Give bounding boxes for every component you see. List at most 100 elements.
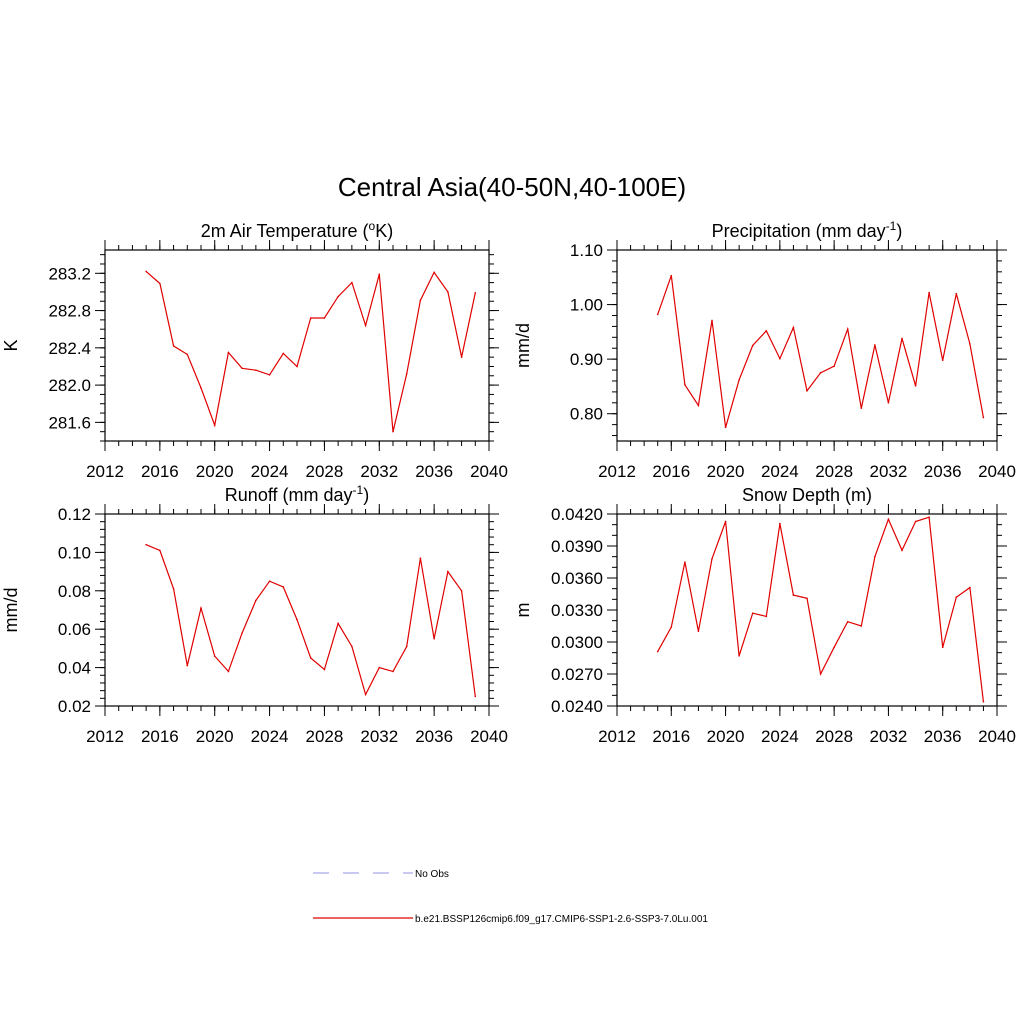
data-point bbox=[928, 291, 930, 294]
data-point bbox=[145, 270, 147, 273]
data-point bbox=[860, 407, 863, 410]
data-point bbox=[833, 646, 835, 649]
x-tick-label: 2016 bbox=[141, 462, 179, 481]
data-point bbox=[779, 357, 781, 360]
x-tick-label: 2012 bbox=[598, 462, 636, 481]
data-point bbox=[833, 365, 835, 368]
data-point bbox=[941, 646, 944, 649]
data-point bbox=[159, 549, 161, 552]
data-point bbox=[282, 352, 285, 355]
data-point bbox=[255, 369, 257, 371]
x-tick-label: 2032 bbox=[870, 727, 908, 746]
x-tick-label: 2016 bbox=[652, 727, 690, 746]
y-axis-label: mm/d bbox=[513, 323, 533, 368]
y-axis-label: K bbox=[1, 339, 21, 351]
data-point bbox=[656, 313, 659, 316]
data-point bbox=[419, 299, 422, 302]
data-point bbox=[670, 274, 673, 277]
legend-label: b.e21.BSSP126cmip6.f09_g17.CMIP6-SSP1-2.… bbox=[415, 914, 708, 925]
y-tick-label: 282.4 bbox=[48, 339, 91, 358]
y-tick-label: 282.0 bbox=[48, 376, 91, 395]
data-point bbox=[282, 586, 285, 588]
x-tick-label: 2024 bbox=[761, 727, 799, 746]
data-point bbox=[200, 387, 202, 389]
data-point bbox=[296, 618, 298, 621]
data-point bbox=[378, 273, 381, 276]
chart-panels: 2012 2016 2020 2024 2028 2032 2036 2040 281.6 282… bbox=[1, 219, 1016, 746]
x-tick-label: 2036 bbox=[924, 727, 962, 746]
y-tick-label: 282.8 bbox=[48, 302, 91, 321]
data-point bbox=[765, 615, 768, 618]
x-tick-label: 2032 bbox=[360, 462, 398, 481]
data-point bbox=[268, 580, 271, 582]
series-line bbox=[657, 275, 984, 428]
data-point bbox=[738, 379, 740, 381]
x-tick-label: 2020 bbox=[196, 727, 234, 746]
axis-ticks bbox=[95, 240, 499, 451]
data-point bbox=[887, 518, 890, 521]
data-point bbox=[806, 597, 808, 600]
x-tick-label: 2012 bbox=[598, 727, 636, 746]
data-point bbox=[928, 516, 930, 518]
y-tick-label: 0.0420 bbox=[551, 505, 603, 524]
data-point bbox=[186, 664, 189, 667]
legend: No Obs b.e21.BSSP126cmip6.f09_g17.CMIP6-S… bbox=[313, 869, 708, 925]
data-point bbox=[941, 359, 944, 362]
x-tick-label: 2016 bbox=[652, 462, 690, 481]
data-point bbox=[392, 670, 394, 673]
chart-panel-4: 2012 2016 2020 2024 2028 2032 2036 2040 0.0240 0.… bbox=[513, 485, 1016, 746]
series-line bbox=[145, 544, 476, 697]
x-tick-label: 2024 bbox=[251, 462, 289, 481]
data-point bbox=[751, 612, 754, 614]
data-point bbox=[433, 638, 435, 640]
data-point bbox=[337, 295, 339, 298]
y-axis-label: mm/d bbox=[1, 588, 21, 633]
x-tick-label: 2012 bbox=[86, 727, 124, 746]
x-tick-label: 2024 bbox=[761, 462, 799, 481]
data-point bbox=[323, 317, 326, 319]
data-point bbox=[969, 586, 971, 589]
x-tick-label: 2040 bbox=[978, 727, 1016, 746]
data-point bbox=[914, 385, 917, 387]
plot-frame bbox=[104, 513, 490, 707]
x-tick-label: 2032 bbox=[870, 462, 908, 481]
data-point bbox=[392, 430, 394, 433]
data-point bbox=[684, 561, 686, 563]
data-point bbox=[296, 365, 298, 368]
data-point bbox=[323, 668, 326, 671]
data-point bbox=[200, 607, 202, 609]
data-point bbox=[474, 695, 477, 698]
y-tick-label: 0.0300 bbox=[551, 633, 603, 652]
data-point bbox=[711, 319, 713, 322]
data-point bbox=[914, 520, 917, 523]
chart-panel-1: 2012 2016 2020 2024 2028 2032 2036 2040 281.6 282… bbox=[1, 219, 508, 481]
data-point bbox=[656, 650, 659, 653]
data-point bbox=[806, 389, 808, 392]
data-point bbox=[846, 620, 849, 623]
y-tick-label: 0.90 bbox=[570, 350, 603, 369]
data-point bbox=[351, 281, 353, 284]
x-tick-label: 2040 bbox=[978, 462, 1016, 481]
data-point bbox=[738, 655, 740, 657]
x-tick-label: 2040 bbox=[470, 727, 508, 746]
legend-item-2: b.e21.BSSP126cmip6.f09_g17.CMIP6-SSP1-2.… bbox=[313, 914, 708, 925]
data-point bbox=[779, 522, 781, 525]
y-tick-label: 0.0270 bbox=[551, 665, 603, 684]
y-tick-label: 0.80 bbox=[570, 405, 603, 424]
data-point bbox=[955, 596, 958, 598]
y-tick-label: 0.06 bbox=[58, 620, 91, 639]
data-point bbox=[213, 424, 216, 426]
data-point bbox=[378, 666, 381, 669]
x-tick-label: 2020 bbox=[196, 462, 234, 481]
y-tick-label: 1.10 bbox=[570, 241, 603, 260]
y-tick-label: 283.2 bbox=[48, 264, 91, 283]
data-point bbox=[447, 570, 449, 573]
data-point bbox=[447, 291, 449, 293]
axis-ticks bbox=[607, 504, 1007, 716]
data-point bbox=[364, 693, 367, 696]
data-point bbox=[697, 404, 700, 407]
series-line bbox=[145, 270, 476, 432]
y-axis-label: m bbox=[513, 603, 533, 618]
data-point bbox=[227, 351, 230, 354]
y-tick-label: 1.00 bbox=[570, 296, 603, 315]
